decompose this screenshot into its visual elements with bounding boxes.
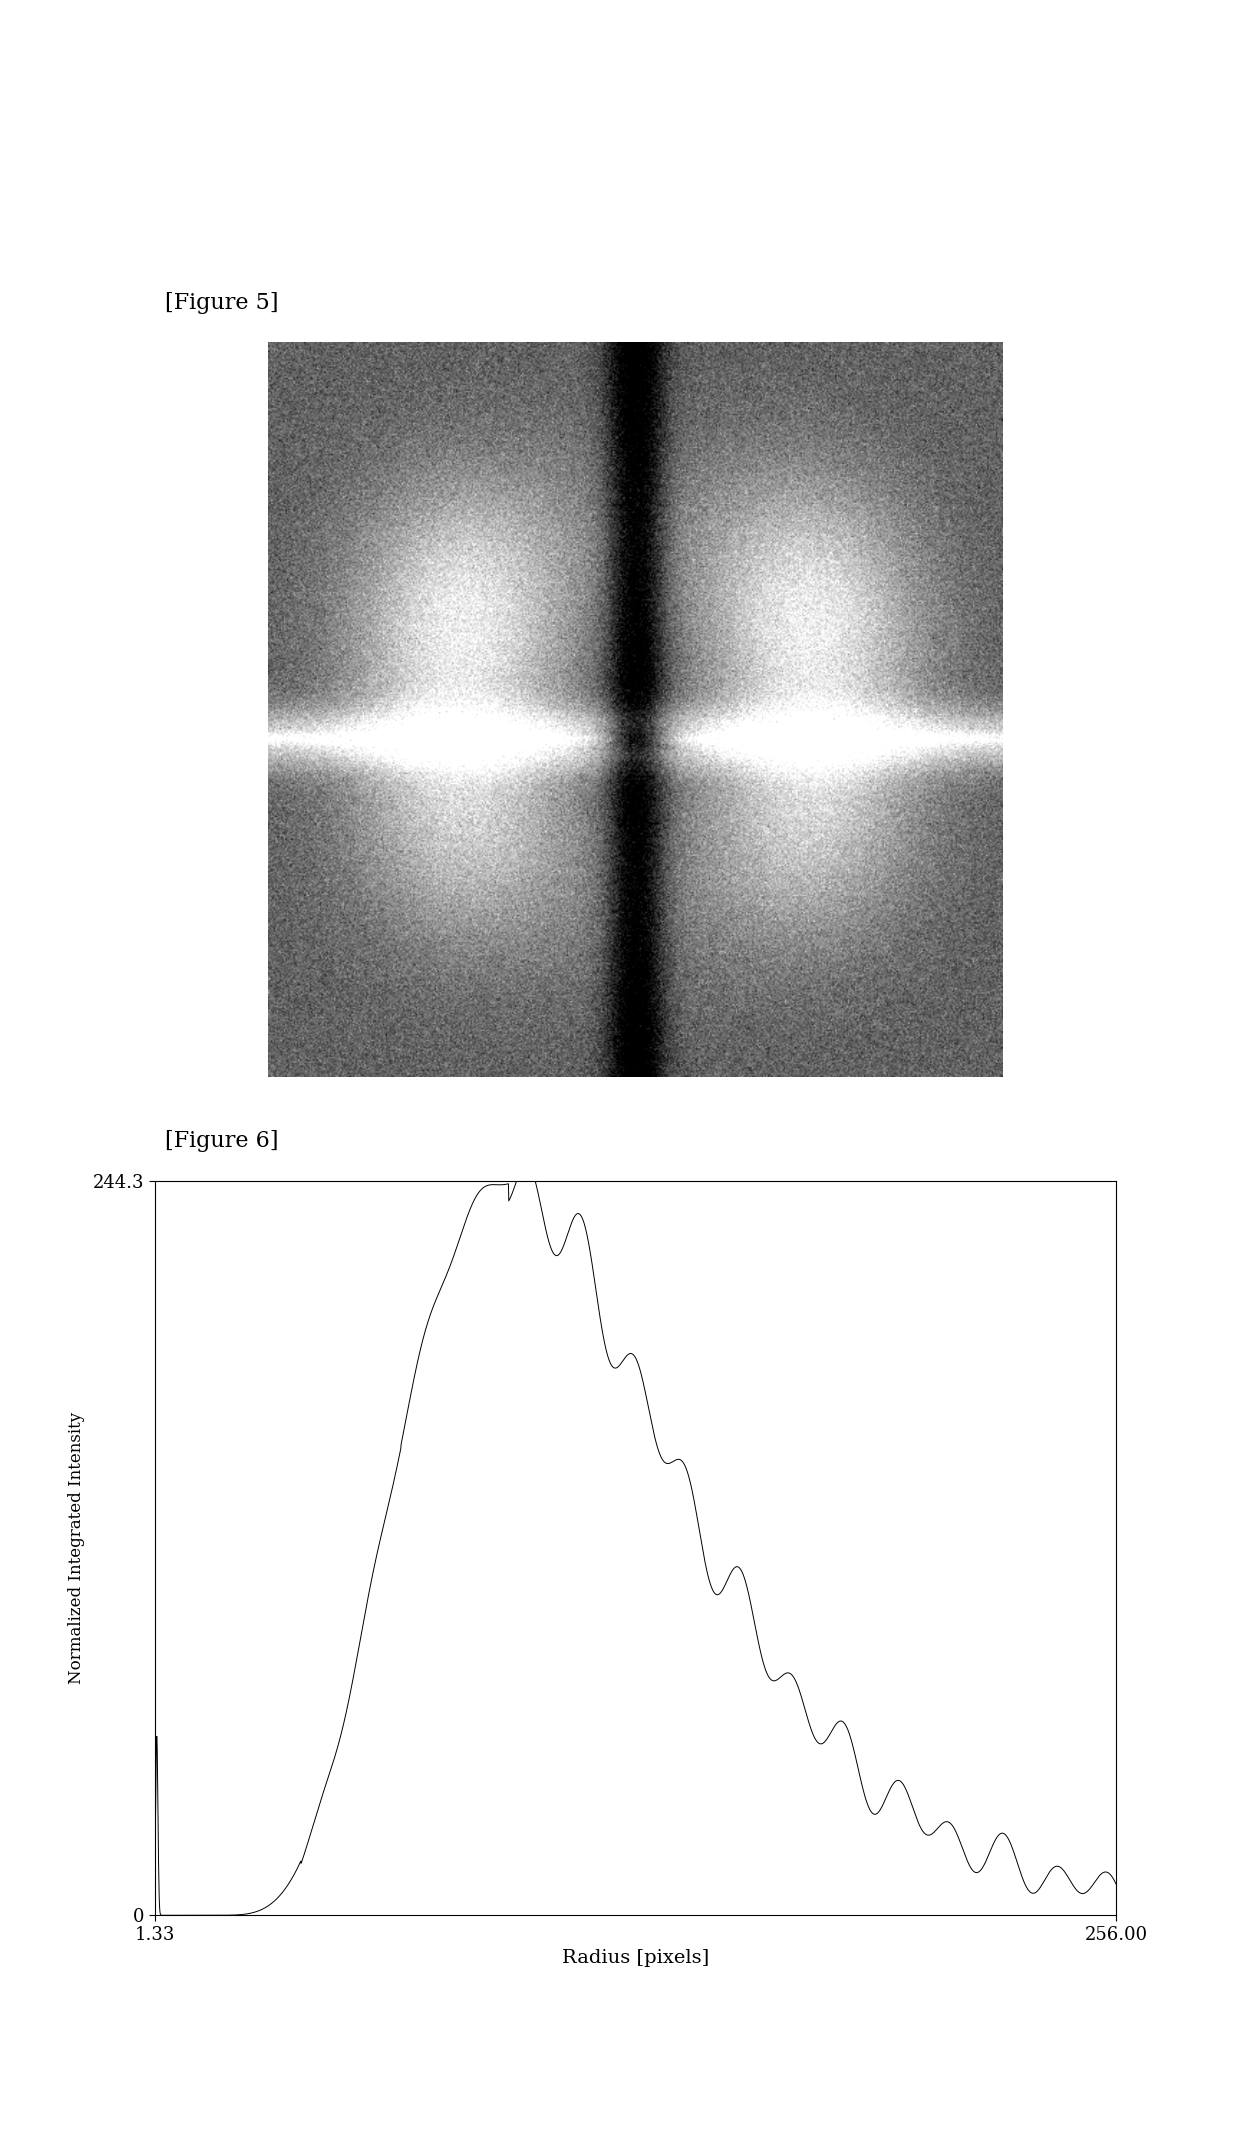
X-axis label: Radius [pixels]: Radius [pixels] bbox=[562, 1950, 709, 1967]
Y-axis label: Normalized Integrated Intensity: Normalized Integrated Intensity bbox=[68, 1412, 84, 1685]
Text: [Figure 6]: [Figure 6] bbox=[165, 1130, 278, 1153]
Text: [Figure 5]: [Figure 5] bbox=[165, 293, 278, 314]
